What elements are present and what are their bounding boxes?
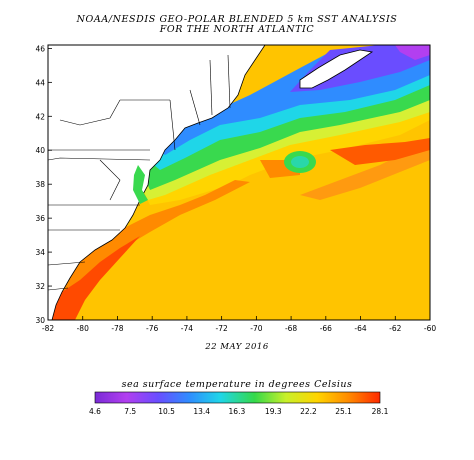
y-tick-label: 36 <box>35 214 45 223</box>
x-tick-label: -76 <box>146 324 158 333</box>
y-tick-label: 38 <box>35 180 45 189</box>
y-tick-label: 46 <box>35 44 45 53</box>
x-tick-label: -62 <box>389 324 401 333</box>
x-tick-label: -74 <box>181 324 193 333</box>
y-tick-label: 30 <box>35 316 45 325</box>
x-tick-label: -70 <box>250 324 262 333</box>
analysis-date: 22 MAY 2016 <box>205 342 269 352</box>
colorbar-tick-label: 4.6 <box>89 407 101 416</box>
colorbar-title: sea surface temperature in degrees Celsi… <box>121 379 353 390</box>
colorbar-tick-label: 22.2 <box>300 407 317 416</box>
y-tick-label: 40 <box>35 146 45 155</box>
y-tick-label: 42 <box>35 112 45 121</box>
colorbar <box>94 391 381 404</box>
colorbar-tick-label: 16.3 <box>229 407 246 416</box>
y-tick-label: 44 <box>35 78 45 87</box>
map-title: NOAA/NESDIS GEO-POLAR BLENDED 5 km SST A… <box>76 14 398 25</box>
colorbar-tick-label: 28.1 <box>372 407 389 416</box>
latitude-axis: 30 32 34 36 38 40 42 44 46 <box>35 44 52 325</box>
colorbar-tick-label: 25.1 <box>335 407 352 416</box>
colorbar-tick-label: 7.5 <box>124 407 136 416</box>
map-frame <box>47 44 431 321</box>
colorbar-labels: 4.6 7.5 10.5 13.4 16.3 19.3 22.2 25.1 28.1 <box>89 407 389 416</box>
sst-field <box>48 45 430 320</box>
x-tick-label: -60 <box>424 324 436 333</box>
x-tick-label: -78 <box>111 324 123 333</box>
x-tick-label: -66 <box>320 324 332 333</box>
longitude-axis: -82 -80 -78 -76 -74 -72 -70 -68 -66 -64 -62 -60 <box>42 316 436 333</box>
x-tick-label: -64 <box>354 324 366 333</box>
map-subtitle: FOR THE NORTH ATLANTIC <box>159 24 315 35</box>
colorbar-tick-label: 13.4 <box>193 407 210 416</box>
x-tick-label: -68 <box>285 324 297 333</box>
x-tick-label: -82 <box>42 324 54 333</box>
y-tick-label: 34 <box>35 248 45 257</box>
x-tick-label: -80 <box>77 324 89 333</box>
colorbar-tick-label: 19.3 <box>265 407 282 416</box>
colorbar-tick-label: 10.5 <box>158 407 175 416</box>
y-tick-label: 32 <box>35 282 45 291</box>
x-tick-label: -72 <box>216 324 228 333</box>
